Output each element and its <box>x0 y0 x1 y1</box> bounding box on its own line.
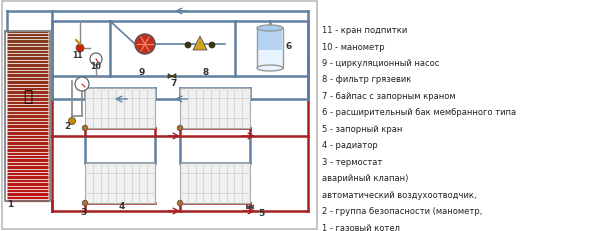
Circle shape <box>185 43 191 49</box>
Text: 11: 11 <box>72 51 83 60</box>
Ellipse shape <box>257 66 283 72</box>
Bar <box>5 32 50 201</box>
Circle shape <box>75 78 89 92</box>
Text: 1: 1 <box>7 199 13 208</box>
Text: 6 - расширительный бак мембранного типа: 6 - расширительный бак мембранного типа <box>322 108 516 117</box>
Text: 10: 10 <box>90 62 101 71</box>
Polygon shape <box>247 205 254 209</box>
Bar <box>258 31 282 51</box>
Polygon shape <box>193 37 207 51</box>
Text: 2: 2 <box>64 122 70 131</box>
Text: автоматический воздухоотводчик,: автоматический воздухоотводчик, <box>322 190 476 199</box>
Circle shape <box>135 35 155 55</box>
Bar <box>85 163 155 203</box>
Circle shape <box>76 45 84 53</box>
Text: 3 - термостат: 3 - термостат <box>322 157 382 166</box>
Text: 8: 8 <box>202 68 208 77</box>
Circle shape <box>68 118 76 125</box>
Text: 7 - байпас с запорным краном: 7 - байпас с запорным краном <box>322 92 455 100</box>
Text: 9: 9 <box>138 68 145 77</box>
Bar <box>85 89 155 128</box>
Circle shape <box>82 200 88 206</box>
Bar <box>180 89 250 128</box>
Text: 5: 5 <box>258 208 264 217</box>
Text: 1 - газовый котел: 1 - газовый котел <box>322 223 400 231</box>
Text: 🔥: 🔥 <box>23 89 32 104</box>
Text: 8 - фильтр грязевик: 8 - фильтр грязевик <box>322 75 412 84</box>
Circle shape <box>177 200 183 206</box>
Circle shape <box>82 126 88 131</box>
Text: 10 - манометр: 10 - манометр <box>322 42 385 51</box>
Ellipse shape <box>257 26 283 32</box>
Polygon shape <box>168 74 176 79</box>
Text: 7: 7 <box>171 79 177 88</box>
Text: аварийный клапан): аварийный клапан) <box>322 174 409 183</box>
Text: 2 - группа безопасности (манометр,: 2 - группа безопасности (манометр, <box>322 207 482 216</box>
Circle shape <box>177 126 183 131</box>
Text: 4 - радиатор: 4 - радиатор <box>322 141 378 150</box>
Text: 11 - кран подпитки: 11 - кран подпитки <box>322 26 407 35</box>
Bar <box>257 29 283 69</box>
Text: 9 - циркуляционный насос: 9 - циркуляционный насос <box>322 59 439 68</box>
Circle shape <box>90 54 102 66</box>
Bar <box>180 163 250 203</box>
Text: 5 - запорный кран: 5 - запорный кран <box>322 125 403 134</box>
Bar <box>2 2 317 229</box>
Text: 4: 4 <box>119 201 125 210</box>
Circle shape <box>209 43 215 49</box>
Text: 6: 6 <box>285 42 291 51</box>
Text: 3: 3 <box>80 207 86 216</box>
